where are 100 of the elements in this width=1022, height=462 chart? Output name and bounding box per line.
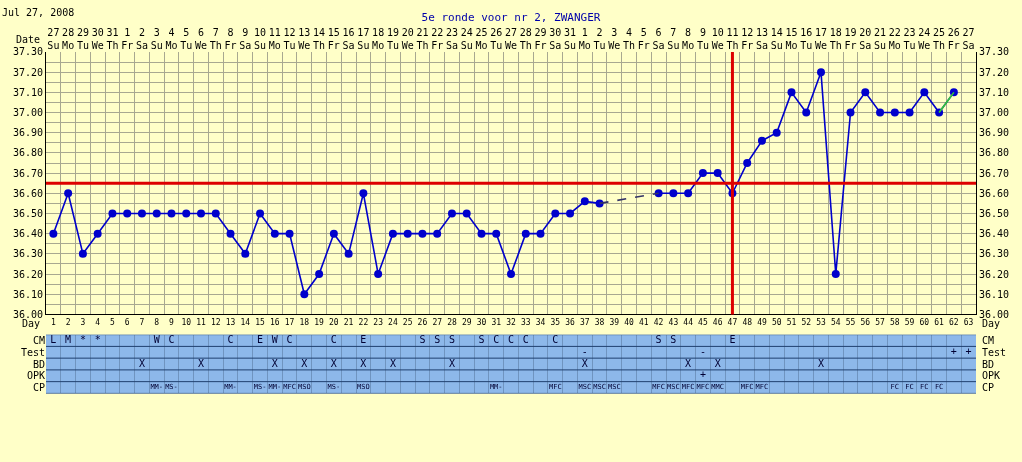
x2-tick-label: 7 Su — [667, 26, 680, 51]
x2-tick-label: 13 Sa — [755, 26, 768, 51]
x2-tick-label: 9 Tu — [696, 26, 709, 51]
x-tick-label: 29 — [461, 318, 472, 327]
x2-tick-label: 19 Fr — [844, 26, 857, 51]
text: - — [699, 345, 706, 357]
y2-tick-label: 36.00 — [979, 308, 1010, 320]
x-tick-label: 26 — [417, 318, 428, 327]
x-tick-label: 38 — [594, 318, 605, 327]
point — [787, 88, 796, 97]
x2-tick-label: 28 Th — [519, 26, 532, 51]
x2-tick-label: 20 Sa — [859, 26, 872, 51]
y-tick-label: 37.20 — [12, 66, 43, 78]
text: * — [79, 334, 86, 346]
point — [876, 108, 885, 117]
text: C — [552, 334, 559, 346]
text: X — [271, 357, 278, 369]
x-tick-label: 25 — [402, 318, 413, 327]
x2-tick-label: 18 Mo — [372, 26, 385, 51]
x-tick-label: 61 — [934, 318, 945, 327]
x2-tick-label: 22 Fr — [431, 26, 444, 51]
x2-tick-label: 27 Su — [47, 26, 60, 51]
y2-tick-label: CM — [982, 335, 995, 346]
point — [580, 197, 589, 206]
x-tick-label: 18 — [299, 318, 310, 327]
x2-tick-label: 3 We — [608, 26, 621, 51]
point — [197, 209, 205, 218]
text: X — [448, 357, 455, 369]
text: X — [817, 357, 825, 369]
point — [507, 270, 515, 279]
x-tick-label: 43 — [668, 318, 679, 327]
point — [757, 136, 766, 145]
x-tick-label: 28 — [447, 318, 457, 327]
x2-tick-label: 24 We — [918, 26, 931, 51]
x-tick-label: 49 — [757, 318, 767, 327]
x-tick-label: 5 — [110, 318, 116, 327]
x2-tick-label: 5 Tu — [180, 26, 193, 51]
text: C — [227, 334, 234, 346]
y2-tick-label: 37.30 — [979, 46, 1010, 58]
y-tick-label: 36.30 — [12, 248, 43, 260]
text: W — [153, 334, 160, 346]
text: + — [950, 345, 957, 357]
point — [49, 229, 58, 238]
point — [403, 229, 412, 238]
x-tick-label: 24 — [388, 318, 398, 327]
x2-tick-label: 11 Th — [726, 26, 739, 51]
point — [344, 249, 353, 258]
y2-tick-label: 36.60 — [979, 187, 1010, 199]
x-tick-label: 27 — [432, 318, 443, 327]
point — [698, 169, 707, 178]
x-tick-label: 2 — [65, 318, 71, 327]
x-tick-label: 3 — [80, 318, 86, 327]
x2-tick-label: 29 Tu — [76, 26, 89, 51]
point — [447, 209, 456, 218]
x2-tick-label: 9 Sa — [239, 26, 252, 51]
x2-tick-label: 29 Fr — [534, 26, 547, 51]
x-tick-label: 52 — [801, 318, 812, 327]
x-tick-label: 39 — [609, 318, 620, 327]
y2-tick-label: BD — [982, 359, 995, 370]
x2-tick-label: 16 Tu — [800, 26, 813, 51]
x2-tick-label: 5 Fr — [637, 26, 650, 51]
x2-tick-label: 18 Th — [829, 26, 842, 51]
x-tick-label: 32 — [506, 318, 516, 327]
point — [831, 270, 840, 279]
point — [300, 290, 309, 299]
x-tick-label: 51 — [786, 318, 797, 327]
x-tick-label: 9 — [169, 318, 175, 327]
text: X — [685, 357, 692, 369]
x2-tick-label: 23 Sa — [445, 26, 458, 51]
x-tick-label: 45 — [698, 318, 708, 327]
y-tick-label: Test — [20, 346, 45, 358]
text: S — [655, 334, 662, 346]
point — [152, 209, 161, 218]
point — [846, 108, 855, 117]
point — [388, 229, 397, 238]
text: X — [138, 357, 145, 369]
x2-tick-label: 26 Tu — [490, 26, 503, 51]
x2-tick-label: 7 Th — [209, 26, 222, 51]
point — [669, 189, 678, 198]
y-tick-label: 36.90 — [12, 127, 43, 139]
text: + — [699, 369, 706, 381]
text: S — [434, 334, 441, 346]
x-tick-label: 19 — [314, 318, 325, 327]
x-tick-label: 54 — [830, 318, 841, 327]
y-tick-label: 36.10 — [12, 288, 43, 300]
x-tick-label: 60 — [919, 318, 930, 327]
x-tick-label: 50 — [771, 318, 782, 327]
x2-tick-label: 14 Th — [313, 26, 326, 51]
y2-tick-label: 36.10 — [979, 288, 1010, 300]
x2-tick-label: 15 Mo — [785, 26, 798, 51]
y-tick-label: 36.60 — [12, 187, 43, 199]
x-tick-label: 14 — [240, 318, 251, 327]
point — [772, 128, 781, 137]
x-tick-label: 1 — [50, 318, 56, 327]
text: S — [419, 334, 426, 346]
x2-tick-label: 11 Mo — [268, 26, 281, 51]
x-tick-label: 6 — [124, 318, 130, 327]
x-tick-label: 4 — [95, 318, 101, 327]
point — [123, 209, 132, 218]
point — [211, 209, 220, 218]
